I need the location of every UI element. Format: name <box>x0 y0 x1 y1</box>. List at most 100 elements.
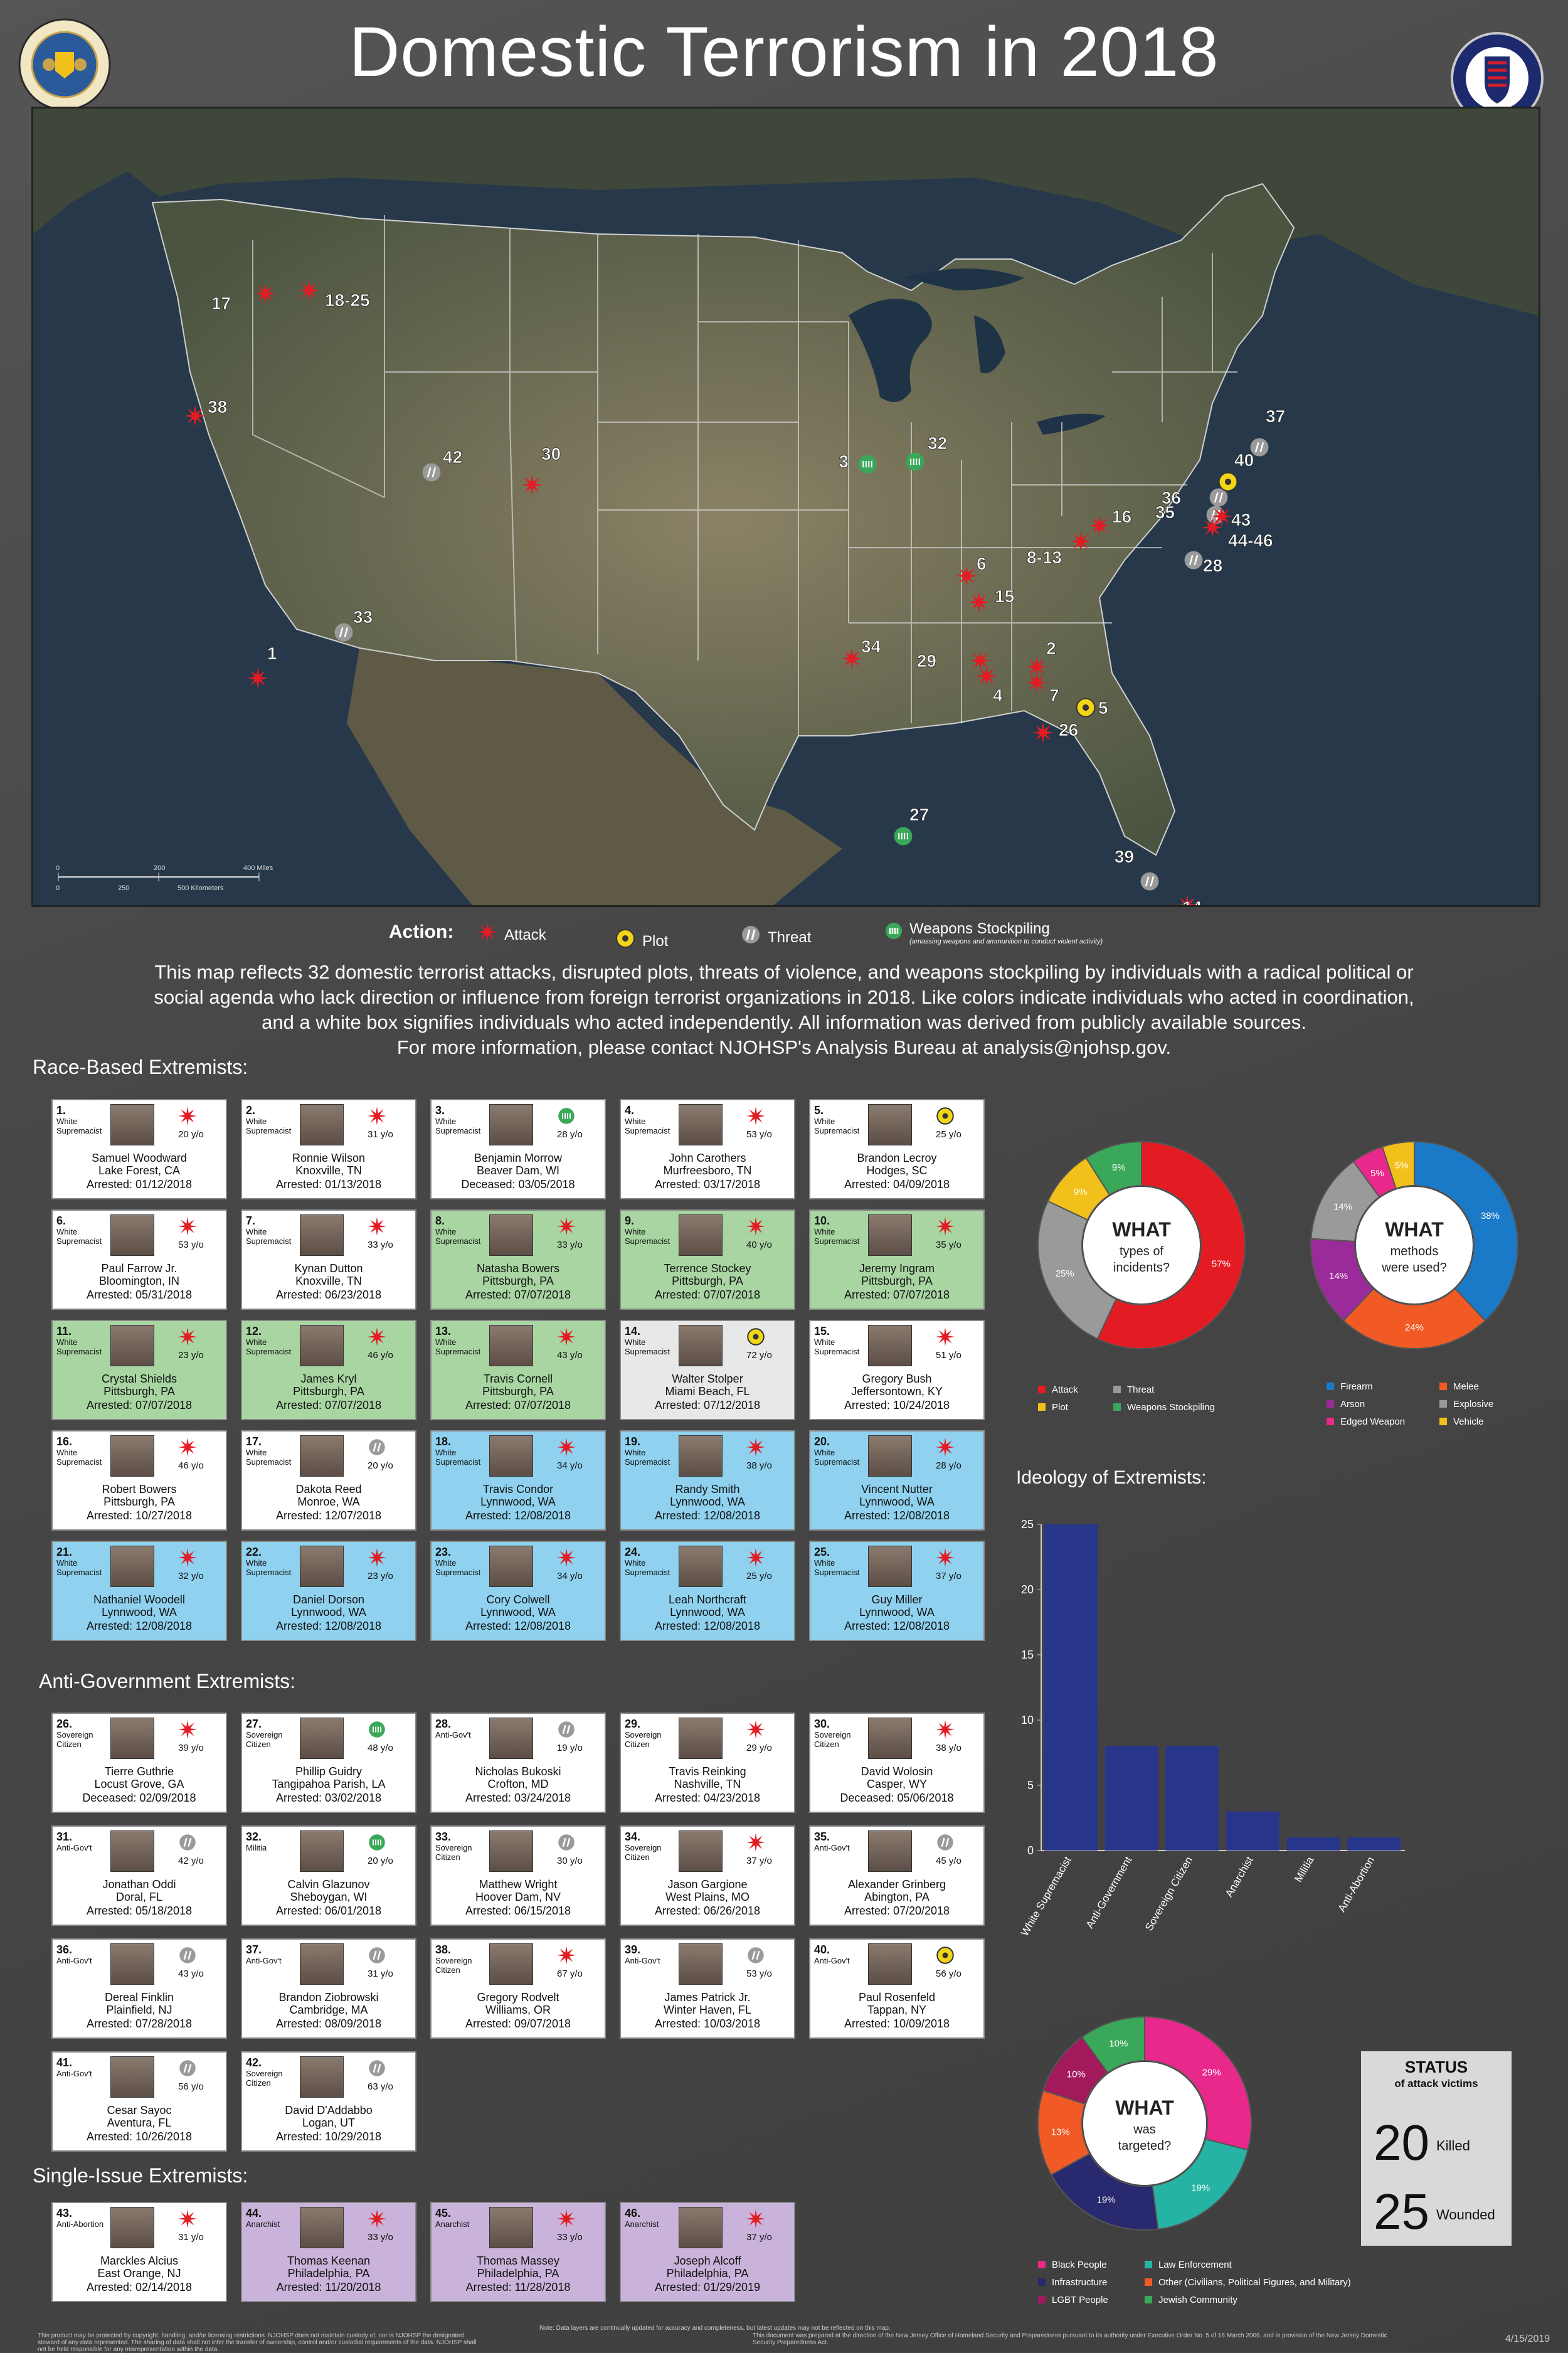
card-age: 39 y/o <box>178 1743 204 1753</box>
extremist-card[interactable]: 2. White Supremacist 31 y/o Ronnie Wilson Kn… <box>241 1099 416 1199</box>
extremist-card[interactable]: 39. Anti-Gov't 53 y/o James Patrick Jr. Wint… <box>620 1938 795 2039</box>
slice-label: 19% <box>1097 2194 1116 2205</box>
extremist-card[interactable]: 19. White Supremacist 38 y/o Randy Smith Lyn… <box>620 1430 795 1531</box>
extremist-card[interactable]: 16. White Supremacist 46 y/o Robert Bowers P… <box>51 1430 227 1531</box>
map-marker-29: 29 <box>916 650 991 671</box>
extremist-card[interactable]: 40. Anti-Gov't 56 y/o Paul Rosenfeld Tappan,… <box>809 1938 985 2039</box>
attack-icon <box>178 1327 197 1346</box>
pie-slice <box>1144 2016 1253 2151</box>
legend-label: Infrastructure <box>1052 2277 1107 2288</box>
card-number: 35. <box>814 1830 830 1843</box>
legend-label: Law Enforcement <box>1158 2260 1232 2270</box>
extremist-card[interactable]: 36. Anti-Gov't 43 y/o Dereal Finklin Plainfi… <box>51 1938 227 2039</box>
card-age: 33 y/o <box>368 1240 393 1250</box>
card-number: 36. <box>56 1943 73 1956</box>
footer-date: 4/15/2019 <box>1505 2334 1550 2344</box>
extremist-card[interactable]: 17. White Supremacist 20 y/o Dakota Reed Mon… <box>241 1430 416 1531</box>
attack-icon <box>936 1327 955 1346</box>
extremist-card[interactable]: 13. White Supremacist 43 y/o Travis Cornell… <box>430 1320 606 1420</box>
threat-icon <box>334 623 353 642</box>
card-age: 20 y/o <box>368 1856 393 1866</box>
extremist-card[interactable]: 45. Anarchist 33 y/o Thomas Massey Philadelp… <box>430 2202 606 2302</box>
extremist-card[interactable]: 42. Sovereign Citizen 63 y/o David D'Addabb… <box>241 2051 416 2152</box>
y-tick-label: 20 <box>1021 1583 1034 1596</box>
extremist-card[interactable]: 34. Sovereign Citizen 37 y/o Jason Gargione… <box>620 1825 795 1926</box>
attack-icon <box>557 1217 576 1236</box>
card-location: Lynnwood, WA <box>480 1495 556 1508</box>
attack-icon <box>557 1217 576 1236</box>
extremist-card[interactable]: 1. White Supremacist 20 y/o Samuel Woodward… <box>51 1099 227 1199</box>
card-date: Arrested: 03/24/2018 <box>465 1792 571 1804</box>
plot-icon <box>747 1328 765 1346</box>
extremist-card[interactable]: 6. White Supremacist 53 y/o Paul Farrow Jr.… <box>51 1209 227 1310</box>
card-name: James Patrick Jr. <box>664 1991 751 2004</box>
extremist-card[interactable]: 5. White Supremacist 25 y/o Brandon Lecroy H… <box>809 1099 985 1199</box>
attack-icon <box>178 1438 197 1457</box>
extremist-card[interactable]: 25. White Supremacist 37 y/o Guy Miller Lynn… <box>809 1541 985 1641</box>
card-ideology: Anti-Gov't <box>56 1843 92 1852</box>
extremist-card[interactable]: 35. Anti-Gov't 45 y/o Alexander Grinberg Abi… <box>809 1825 985 1926</box>
extremist-card[interactable]: 4. White Supremacist 53 y/o John Carothers M… <box>620 1099 795 1199</box>
card-ideology: White Supremacist <box>246 1227 292 1246</box>
card-number: 46. <box>625 2207 641 2219</box>
threat-icon <box>179 2060 196 2076</box>
y-tick-label: 0 <box>1027 1844 1034 1857</box>
stockpile-icon <box>558 1108 575 1124</box>
card-ideology: White Supremacist <box>56 1117 102 1135</box>
extremist-card[interactable]: 33. Sovereign Citizen 30 y/o Matthew Wright… <box>430 1825 606 1926</box>
extremist-card[interactable]: 15. White Supremacist 51 y/o Gregory Bush Je… <box>809 1320 985 1420</box>
map-marker-label: 34 <box>861 637 881 656</box>
card-location: Pittsburgh, PA <box>103 1385 175 1398</box>
extremist-card[interactable]: 10. White Supremacist 35 y/o Jeremy Ingram P… <box>809 1209 985 1310</box>
extremist-card[interactable]: 41. Anti-Gov't 56 y/o Cesar Sayoc Aventura, … <box>51 2051 227 2152</box>
mugshot-photo <box>679 1546 723 1587</box>
card-number: 1. <box>56 1104 66 1117</box>
legend-stockpile: Weapons Stockpiling <box>909 920 1050 937</box>
extremist-card[interactable]: 9. White Supremacist 40 y/o Terrence Stocke… <box>620 1209 795 1310</box>
map-marker-14: 14 <box>1177 898 1202 905</box>
map-marker-label: 15 <box>995 587 1014 606</box>
us-map[interactable]: 0 200 400 Miles 0 250 500 Kilometers 17 1… <box>31 107 1540 907</box>
extremist-card[interactable]: 11. White Supremacist 23 y/o Crystal Shield… <box>51 1320 227 1420</box>
card-number: 10. <box>814 1214 830 1227</box>
extremist-card[interactable]: 18. White Supremacist 34 y/o Travis Condor L… <box>430 1430 606 1531</box>
extremist-card[interactable]: 44. Anarchist 33 y/o Thomas Keenan Philadelp… <box>241 2202 416 2302</box>
attack-icon <box>746 2209 765 2228</box>
mugshot-photo <box>489 1325 533 1366</box>
extremist-card[interactable]: 3. White Supremacist 28 y/o Benjamin Morrow… <box>430 1099 606 1199</box>
mugshot-photo <box>489 1943 533 1985</box>
threat-icon <box>179 1947 196 1963</box>
extremist-card[interactable]: 26. Sovereign Citizen 39 y/o Tierre Guthrie… <box>51 1713 227 1813</box>
card-age: 30 y/o <box>557 1856 583 1866</box>
extremist-card[interactable]: 12. White Supremacist 46 y/o James Kryl Pitt… <box>241 1320 416 1420</box>
extremist-card[interactable]: 27. Sovereign Citizen 48 y/o Phillip Guidry… <box>241 1713 416 1813</box>
extremist-card[interactable]: 32. Militia 20 y/o Calvin Glazunov Sheboygan… <box>241 1825 416 1926</box>
extremist-card[interactable]: 14. White Supremacist 72 y/o Walter Stolper… <box>620 1320 795 1420</box>
extremist-card[interactable]: 22. White Supremacist 23 y/o Daniel Dorson L… <box>241 1541 416 1641</box>
attack-icon <box>178 1548 197 1567</box>
extremist-card[interactable]: 38. Sovereign Citizen 67 y/o Gregory Rodvel… <box>430 1938 606 2039</box>
attack-icon <box>368 2209 386 2228</box>
mugshot-photo <box>489 1830 533 1872</box>
extremist-card[interactable]: 37. Anti-Gov't 31 y/o Brandon Ziobrowski Cam… <box>241 1938 416 2039</box>
extremist-card[interactable]: 8. White Supremacist 33 y/o Natasha Bowers P… <box>430 1209 606 1310</box>
extremist-card[interactable]: 21. White Supremacist 32 y/o Nathaniel Wood… <box>51 1541 227 1641</box>
card-ideology: White Supremacist <box>246 1448 292 1467</box>
extremist-card[interactable]: 7. White Supremacist 33 y/o Kynan Dutton Kno… <box>241 1209 416 1310</box>
extremist-card[interactable]: 29. Sovereign Citizen 29 y/o Travis Reinkin… <box>620 1713 795 1813</box>
card-name: Cory Colwell <box>486 1593 550 1606</box>
extremist-card[interactable]: 43. Anti-Abortion 31 y/o Marckles Alcius Eas… <box>51 2202 227 2302</box>
extremist-card[interactable]: 46. Anarchist 37 y/o Joseph Alcoff Philadelp… <box>620 2202 795 2302</box>
extremist-card[interactable]: 23. White Supremacist 34 y/o Cory Colwell Ly… <box>430 1541 606 1641</box>
extremist-card[interactable]: 31. Anti-Gov't 42 y/o Jonathan Oddi Doral, F… <box>51 1825 227 1926</box>
attack-icon <box>746 1107 765 1125</box>
extremist-card[interactable]: 30. Sovereign Citizen 38 y/o David Wolosin C… <box>809 1713 985 1813</box>
pie-slice <box>1414 1140 1518 1322</box>
card-age: 28 y/o <box>557 1129 583 1140</box>
extremist-card[interactable]: 20. White Supremacist 28 y/o Vincent Nutter… <box>809 1430 985 1531</box>
extremist-card[interactable]: 28. Anti-Gov't 19 y/o Nicholas Bukoski Croft… <box>430 1713 606 1813</box>
stockpile-icon <box>858 455 877 474</box>
attack-icon <box>976 666 997 687</box>
extremist-card[interactable]: 24. White Supremacist 25 y/o Leah Northcraf… <box>620 1541 795 1641</box>
card-name: David D'Addabbo <box>285 2104 373 2117</box>
